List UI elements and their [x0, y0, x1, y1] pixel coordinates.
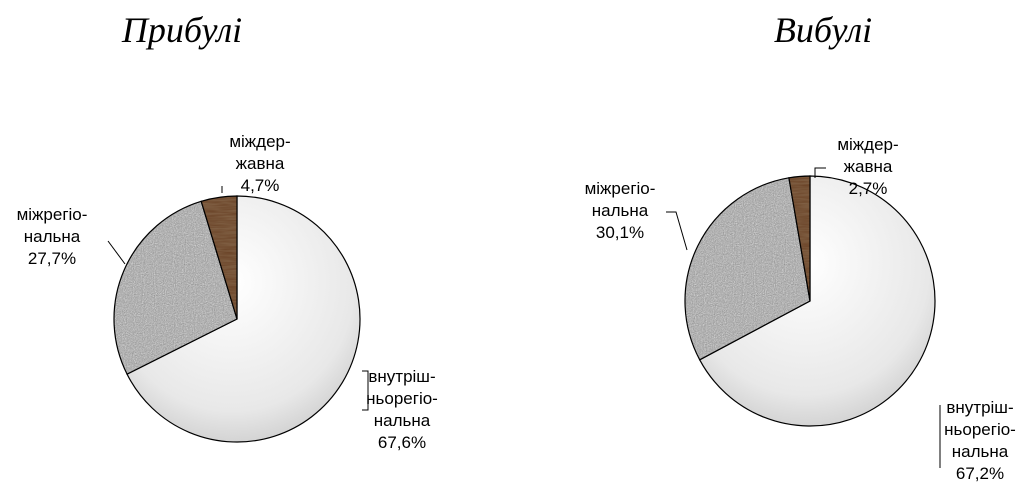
slice-value-label: 30,1% — [596, 223, 644, 242]
slice-label: внутріш-ньорегіо-нальна 67,2% — [944, 398, 1016, 483]
slice-name-line: ньорегіо- — [366, 389, 438, 408]
slice-name-line: міждер- — [837, 135, 898, 154]
slice-label: внутріш-ньорегіо-нальна 67,6% — [366, 367, 438, 452]
slice-label: міждер-жавна 2,7% — [837, 135, 898, 198]
slice-name-line: нальна — [374, 411, 431, 430]
pie-slice — [698, 175, 936, 427]
slice-name-line: міждер- — [229, 132, 290, 151]
chart-title: Прибулі — [121, 10, 242, 50]
slice-name-line: жавна — [844, 157, 893, 176]
pie-slice — [113, 200, 238, 375]
slice-name-line: нальна — [592, 201, 649, 220]
pie-slice — [126, 195, 361, 443]
slice-label: міждер-жавна 4,7% — [229, 132, 290, 195]
slice-value-label: 67,2% — [956, 464, 1004, 483]
slice-name-line: ньорегіо- — [944, 420, 1016, 439]
slice-name-line: жавна — [236, 154, 285, 173]
slice-label: міжрегіо-нальна 30,1% — [585, 179, 656, 242]
slice-name-line: внутріш- — [368, 367, 435, 386]
slice-name-line: міжрегіо- — [17, 205, 88, 224]
leader-line — [107, 240, 126, 265]
pie-slice — [684, 177, 811, 361]
slice-name-line: міжрегіо- — [585, 179, 656, 198]
slice-value-label: 2,7% — [849, 179, 888, 198]
pie-slice — [200, 195, 238, 320]
slice-label: міжрегіо-нальна 27,7% — [17, 205, 88, 268]
slice-value-label: 27,7% — [28, 249, 76, 268]
slice-value-label: 4,7% — [241, 176, 280, 195]
slice-name-line: нальна — [24, 227, 81, 246]
leader-line — [814, 167, 826, 178]
leader-line — [666, 211, 688, 251]
chart-title: Вибулі — [774, 10, 872, 50]
slice-value-label: 67,6% — [378, 433, 426, 452]
pie-slice — [788, 175, 811, 302]
slice-name-line: внутріш- — [946, 398, 1013, 417]
leader-line — [362, 370, 369, 411]
slice-name-line: нальна — [952, 442, 1009, 461]
